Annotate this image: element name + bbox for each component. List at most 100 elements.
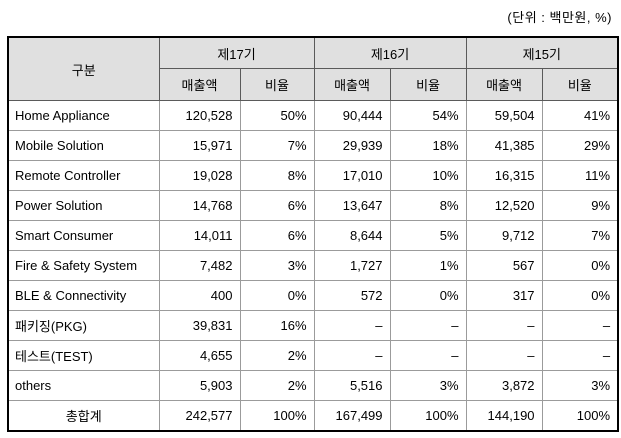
ratio-value-cell: 50%: [239, 100, 315, 131]
ratio-value-cell: 2%: [239, 370, 315, 401]
subheader-sales-15: 매출액: [465, 68, 543, 101]
sales-value-cell: 400: [158, 280, 241, 311]
ratio-value-cell: –: [541, 310, 619, 341]
subheader-sales-17: 매출액: [158, 68, 241, 101]
ratio-value-cell: 6%: [239, 190, 315, 221]
table-row: Smart Consumer 14,011 6% 8,644 5% 9,712 7%: [7, 220, 619, 251]
sales-value-cell: –: [465, 310, 543, 341]
ratio-value-cell: 41%: [541, 100, 619, 131]
ratio-value-cell: 6%: [239, 220, 315, 251]
row-label: Mobile Solution: [7, 130, 160, 161]
ratio-value-cell: 0%: [541, 250, 619, 281]
sales-value-cell: 15,971: [158, 130, 241, 161]
ratio-value-cell: 0%: [541, 280, 619, 311]
ratio-value-cell: –: [541, 340, 619, 371]
sales-value-cell: 7,482: [158, 250, 241, 281]
ratio-value-cell: 9%: [541, 190, 619, 221]
table-row: Power Solution 14,768 6% 13,647 8% 12,520 9%: [7, 190, 619, 221]
sales-value-cell: 120,528: [158, 100, 241, 131]
sales-value-cell: 144,190: [465, 400, 543, 432]
ratio-value-cell: 2%: [239, 340, 315, 371]
table-row: Mobile Solution 15,971 7% 29,939 18% 41,385 29…: [7, 130, 619, 161]
row-label: Fire & Safety System: [7, 250, 160, 281]
sales-value-cell: 12,520: [465, 190, 543, 221]
row-label: 패키징(PKG): [7, 310, 160, 341]
ratio-value-cell: –: [389, 310, 467, 341]
sales-value-cell: 39,831: [158, 310, 241, 341]
sales-value-cell: 317: [465, 280, 543, 311]
ratio-value-cell: 0%: [389, 280, 467, 311]
table-row: BLE & Connectivity 400 0% 572 0% 317 0%: [7, 280, 619, 311]
ratio-value-cell: 0%: [239, 280, 315, 311]
table-body: Home Appliance 120,528 50% 90,444 54% 59,504 4…: [7, 100, 619, 432]
table-row: others 5,903 2% 5,516 3% 3,872 3%: [7, 370, 619, 401]
row-label: others: [7, 370, 160, 401]
sales-value-cell: 17,010: [313, 160, 391, 191]
subheader-ratio-15: 비율: [541, 68, 619, 101]
sales-by-segment-table: 구분 제17기 제16기 제15기 매출액 비율 매출액 비율 매출액 비율 H…: [7, 36, 620, 432]
sales-value-cell: 14,768: [158, 190, 241, 221]
ratio-value-cell: 18%: [389, 130, 467, 161]
sales-value-cell: 90,444: [313, 100, 391, 131]
ratio-value-cell: 8%: [239, 160, 315, 191]
sales-value-cell: –: [313, 310, 391, 341]
row-label: 총합계: [7, 400, 160, 432]
table-header: 구분 제17기 제16기 제15기 매출액 비율 매출액 비율 매출액 비율: [7, 36, 619, 101]
ratio-value-cell: 1%: [389, 250, 467, 281]
sales-value-cell: 41,385: [465, 130, 543, 161]
column-header-period-17: 제17기: [158, 36, 315, 69]
subheader-sales-16: 매출액: [313, 68, 391, 101]
sales-value-cell: 4,655: [158, 340, 241, 371]
row-label: Power Solution: [7, 190, 160, 221]
sales-value-cell: 5,516: [313, 370, 391, 401]
ratio-value-cell: 3%: [389, 370, 467, 401]
sales-value-cell: 8,644: [313, 220, 391, 251]
table-row: 테스트(TEST) 4,655 2% – – – –: [7, 340, 619, 371]
ratio-value-cell: 100%: [541, 400, 619, 432]
sales-value-cell: 5,903: [158, 370, 241, 401]
row-label: BLE & Connectivity: [7, 280, 160, 311]
row-label: Remote Controller: [7, 160, 160, 191]
ratio-value-cell: 7%: [239, 130, 315, 161]
subheader-ratio-16: 비율: [389, 68, 467, 101]
column-header-period-15: 제15기: [465, 36, 619, 69]
column-header-category: 구분: [7, 36, 160, 101]
sales-value-cell: –: [313, 340, 391, 371]
ratio-value-cell: 100%: [389, 400, 467, 432]
table-row: 패키징(PKG) 39,831 16% – – – –: [7, 310, 619, 341]
total-row: 총합계 242,577 100% 167,499 100% 144,190 100%: [7, 400, 619, 432]
table-row: Home Appliance 120,528 50% 90,444 54% 59,504 4…: [7, 100, 619, 131]
ratio-value-cell: 16%: [239, 310, 315, 341]
ratio-value-cell: 5%: [389, 220, 467, 251]
sales-value-cell: 167,499: [313, 400, 391, 432]
table-row: Remote Controller 19,028 8% 17,010 10% 16,315…: [7, 160, 619, 191]
ratio-value-cell: 11%: [541, 160, 619, 191]
ratio-value-cell: –: [389, 340, 467, 371]
sales-value-cell: 19,028: [158, 160, 241, 191]
sales-value-cell: 3,872: [465, 370, 543, 401]
sales-value-cell: 13,647: [313, 190, 391, 221]
sales-value-cell: 59,504: [465, 100, 543, 131]
ratio-value-cell: 100%: [239, 400, 315, 432]
subheader-ratio-17: 비율: [239, 68, 315, 101]
column-header-period-16: 제16기: [313, 36, 467, 69]
ratio-value-cell: 8%: [389, 190, 467, 221]
sales-value-cell: 242,577: [158, 400, 241, 432]
sales-value-cell: 29,939: [313, 130, 391, 161]
ratio-value-cell: 3%: [239, 250, 315, 281]
sales-value-cell: 9,712: [465, 220, 543, 251]
sales-value-cell: 16,315: [465, 160, 543, 191]
row-label: 테스트(TEST): [7, 340, 160, 371]
sales-value-cell: 14,011: [158, 220, 241, 251]
ratio-value-cell: 3%: [541, 370, 619, 401]
sales-value-cell: 1,727: [313, 250, 391, 281]
sales-value-cell: 567: [465, 250, 543, 281]
unit-note: (단위 : 백만원, %): [507, 10, 612, 25]
row-label: Smart Consumer: [7, 220, 160, 251]
ratio-value-cell: 10%: [389, 160, 467, 191]
row-label: Home Appliance: [7, 100, 160, 131]
table-row: Fire & Safety System 7,482 3% 1,727 1% 567 0%: [7, 250, 619, 281]
ratio-value-cell: 7%: [541, 220, 619, 251]
ratio-value-cell: 29%: [541, 130, 619, 161]
